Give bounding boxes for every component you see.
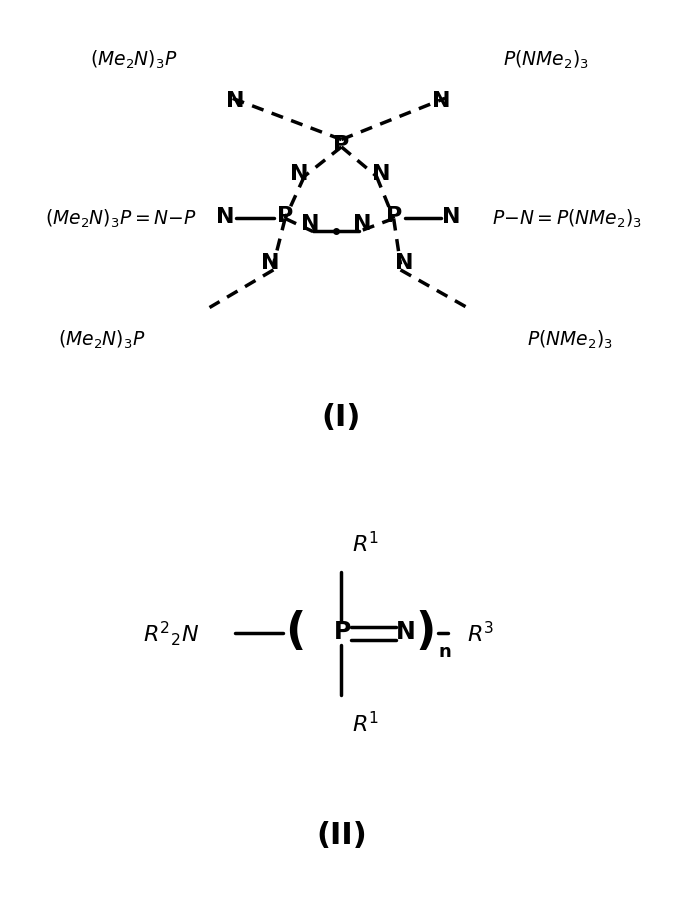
Text: P: P <box>333 135 350 155</box>
Text: $(Me_2N)_3P$: $(Me_2N)_3P$ <box>58 329 146 351</box>
Text: N: N <box>433 91 451 111</box>
Text: N: N <box>261 252 279 273</box>
Text: N: N <box>353 214 371 234</box>
Text: (: ( <box>285 610 306 653</box>
Text: P: P <box>333 620 351 644</box>
Text: N: N <box>216 207 234 227</box>
Text: $(Me_2N)_3P{=}N{-}P$: $(Me_2N)_3P{=}N{-}P$ <box>45 207 196 230</box>
Text: N: N <box>395 252 413 273</box>
Text: N: N <box>301 214 319 234</box>
Text: n: n <box>438 643 451 661</box>
Text: P: P <box>277 206 293 226</box>
Text: $P{-}N{=}P(NMe_2)_3$: $P{-}N{=}P(NMe_2)_3$ <box>493 207 642 230</box>
Text: $R^2{}_2N$: $R^2{}_2N$ <box>143 619 199 648</box>
Text: $P(NMe_2)_3$: $P(NMe_2)_3$ <box>527 329 613 351</box>
Text: (I): (I) <box>322 403 361 432</box>
Text: $P(NMe_2)_3$: $P(NMe_2)_3$ <box>503 49 589 71</box>
Text: (II): (II) <box>316 821 367 850</box>
Text: $(Me_2N)_3P$: $(Me_2N)_3P$ <box>90 49 178 71</box>
Text: N: N <box>442 207 460 227</box>
Text: P: P <box>385 206 402 226</box>
Text: $R^3$: $R^3$ <box>467 621 495 646</box>
Text: ): ) <box>416 610 436 653</box>
Text: $R^1$: $R^1$ <box>352 531 379 556</box>
Text: N: N <box>372 163 390 184</box>
Text: $R^1$: $R^1$ <box>352 711 379 736</box>
Text: N: N <box>291 163 308 184</box>
Text: N: N <box>227 91 245 111</box>
Text: N: N <box>396 620 416 644</box>
